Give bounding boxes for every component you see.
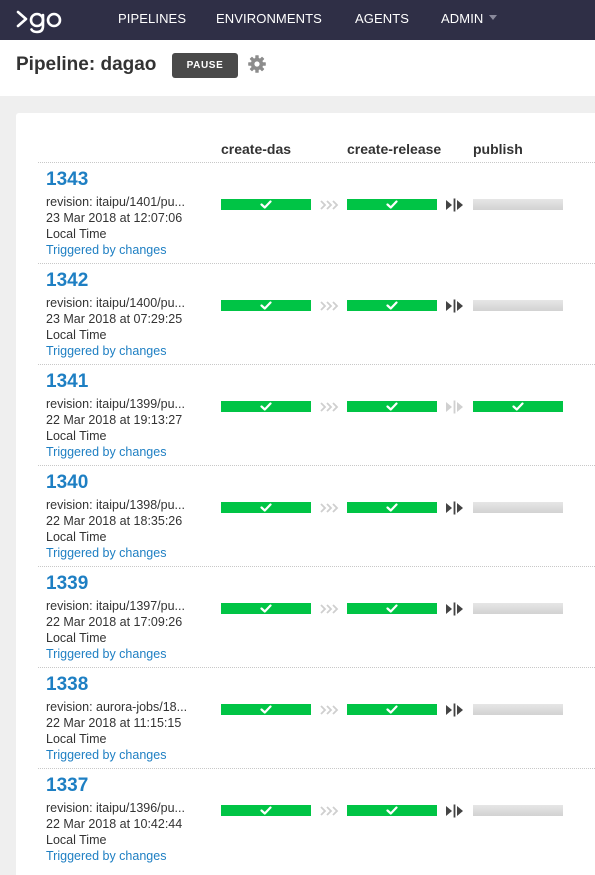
stage-status-bar-create-release[interactable]: [347, 401, 437, 412]
chevron-down-icon: [489, 15, 498, 21]
manual-gate-icon: [444, 400, 464, 414]
run-date: 22 Mar 2018 at 17:09:26: [46, 615, 183, 629]
pipeline-counter-link[interactable]: 1339: [46, 573, 89, 594]
gear-icon[interactable]: [247, 54, 267, 74]
stage-status-bar-create-release[interactable]: [347, 603, 437, 614]
pipeline-run-row: 1343 revision: itaipu/1401/pu... 23 Mar 20…: [38, 162, 595, 263]
revision-text: revision: aurora-jobs/18...: [46, 700, 188, 714]
top-nav: PIPELINES ENVIRONMENTS AGENTS ADMIN: [0, 0, 595, 40]
pipeline-counter-link[interactable]: 1337: [46, 775, 89, 796]
revision-text: revision: itaipu/1400/pu...: [46, 296, 185, 310]
pipeline-run-row: 1338 revision: aurora-jobs/18... 22 Mar 20…: [38, 667, 595, 768]
nav-environments[interactable]: ENVIRONMENTS: [216, 11, 322, 26]
stage-header-create-das: create-das: [221, 141, 292, 157]
manual-gate-icon[interactable]: [444, 602, 464, 616]
revision-text: revision: itaipu/1401/pu...: [46, 195, 185, 209]
timezone-label: Local Time: [46, 530, 107, 544]
timezone-label: Local Time: [46, 227, 107, 241]
pipeline-counter-link[interactable]: 1338: [46, 674, 89, 695]
stage-status-bar-create-das[interactable]: [221, 199, 311, 210]
triggered-by-link[interactable]: Triggered by changes: [46, 748, 167, 762]
run-date: 22 Mar 2018 at 19:13:27: [46, 413, 183, 427]
triple-chevron-icon: [319, 804, 339, 818]
run-date: 22 Mar 2018 at 11:15:15: [46, 716, 182, 730]
stage-header-create-release: create-release: [347, 141, 442, 157]
triple-chevron-icon: [319, 198, 339, 212]
go-logo-icon[interactable]: [16, 6, 64, 34]
stage-status-bar-create-release[interactable]: [347, 300, 437, 311]
triple-chevron-icon: [319, 299, 339, 313]
pipeline-counter-link[interactable]: 1340: [46, 472, 89, 493]
timezone-label: Local Time: [46, 429, 107, 443]
nav-admin[interactable]: ADMIN: [441, 0, 498, 40]
stage-status-bar-create-das[interactable]: [221, 502, 311, 513]
manual-gate-icon[interactable]: [444, 198, 464, 212]
pipeline-counter-link[interactable]: 1342: [46, 270, 89, 291]
stage-status-bar-create-das[interactable]: [221, 401, 311, 412]
pipeline-history-panel: [16, 113, 595, 875]
revision-text: revision: itaipu/1397/pu...: [46, 599, 185, 613]
stage-status-bar-publish[interactable]: [473, 805, 563, 816]
run-date: 22 Mar 2018 at 10:42:44: [46, 817, 183, 831]
triggered-by-link[interactable]: Triggered by changes: [46, 344, 167, 358]
timezone-label: Local Time: [46, 833, 107, 847]
stage-status-bar-publish[interactable]: [473, 603, 563, 614]
triple-chevron-icon: [319, 501, 339, 515]
pipeline-run-row: 1342 revision: itaipu/1400/pu... 23 Mar 20…: [38, 263, 595, 364]
stage-status-bar-publish[interactable]: [473, 502, 563, 513]
revision-text: revision: itaipu/1399/pu...: [46, 397, 185, 411]
manual-gate-icon[interactable]: [444, 804, 464, 818]
manual-gate-icon[interactable]: [444, 703, 464, 717]
stage-status-bar-create-das[interactable]: [221, 300, 311, 311]
pipeline-counter-link[interactable]: 1341: [46, 371, 89, 392]
timezone-label: Local Time: [46, 732, 107, 746]
revision-text: revision: itaipu/1398/pu...: [46, 498, 185, 512]
stage-status-bar-publish[interactable]: [473, 199, 563, 210]
pipeline-run-row: 1339 revision: itaipu/1397/pu... 22 Mar 20…: [38, 566, 595, 667]
page-title: Pipeline: dagao: [16, 54, 157, 75]
stage-status-bar-create-release[interactable]: [347, 502, 437, 513]
triggered-by-link[interactable]: Triggered by changes: [46, 445, 167, 459]
triggered-by-link[interactable]: Triggered by changes: [46, 546, 167, 560]
stage-status-bar-publish[interactable]: [473, 401, 563, 412]
stage-header-publish: publish: [473, 141, 523, 157]
pipeline-run-row: 1340 revision: itaipu/1398/pu... 22 Mar 20…: [38, 465, 595, 566]
pipeline-run-row: 1337 revision: itaipu/1396/pu... 22 Mar 20…: [38, 768, 595, 869]
manual-gate-icon[interactable]: [444, 501, 464, 515]
run-date: 22 Mar 2018 at 18:35:26: [46, 514, 183, 528]
pipeline-run-row: 1341 revision: itaipu/1399/pu... 22 Mar 20…: [38, 364, 595, 465]
page-header: Pipeline: dagao PAUSE: [0, 40, 595, 96]
triggered-by-link[interactable]: Triggered by changes: [46, 647, 167, 661]
triple-chevron-icon: [319, 602, 339, 616]
stage-status-bar-create-release[interactable]: [347, 704, 437, 715]
run-date: 23 Mar 2018 at 07:29:25: [46, 312, 183, 326]
timezone-label: Local Time: [46, 328, 107, 342]
triple-chevron-icon: [319, 703, 339, 717]
nav-admin-label: ADMIN: [441, 11, 484, 26]
triple-chevron-icon: [319, 400, 339, 414]
stage-status-bar-publish[interactable]: [473, 300, 563, 311]
stage-status-bar-create-release[interactable]: [347, 805, 437, 816]
nav-agents[interactable]: AGENTS: [355, 11, 410, 26]
stage-status-bar-create-das[interactable]: [221, 704, 311, 715]
pipeline-counter-link[interactable]: 1343: [46, 169, 89, 190]
revision-text: revision: itaipu/1396/pu...: [46, 801, 185, 815]
triggered-by-link[interactable]: Triggered by changes: [46, 243, 167, 257]
stage-status-bar-create-das[interactable]: [221, 603, 311, 614]
manual-gate-icon[interactable]: [444, 299, 464, 313]
stage-status-bar-publish[interactable]: [473, 704, 563, 715]
stage-status-bar-create-das[interactable]: [221, 805, 311, 816]
run-date: 23 Mar 2018 at 12:07:06: [46, 211, 183, 225]
pause-button[interactable]: PAUSE: [172, 53, 238, 78]
stage-status-bar-create-release[interactable]: [347, 199, 437, 210]
timezone-label: Local Time: [46, 631, 107, 645]
triggered-by-link[interactable]: Triggered by changes: [46, 849, 167, 863]
nav-pipelines[interactable]: PIPELINES: [118, 11, 187, 26]
